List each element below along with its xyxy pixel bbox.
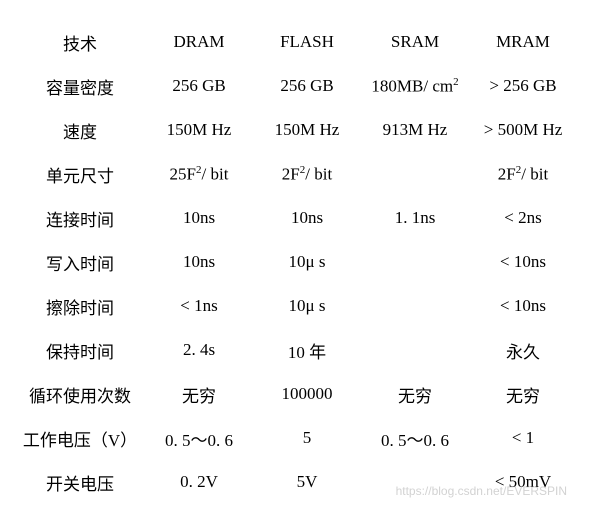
cell-mram: < 1 bbox=[469, 416, 577, 460]
cell-sram bbox=[361, 240, 469, 284]
row-label: 连接时间 bbox=[15, 196, 145, 240]
cell-sram bbox=[361, 284, 469, 328]
cell-dram: < 1ns bbox=[145, 284, 253, 328]
cell-dram: 150M Hz bbox=[145, 108, 253, 152]
cell-dram: 256 GB bbox=[145, 64, 253, 108]
table-row: 工作电压（V） 0. 5～0. 6 5 0. 5～0. 6 < 1 bbox=[15, 416, 577, 460]
row-label: 保持时间 bbox=[15, 328, 145, 372]
row-label: 写入时间 bbox=[15, 240, 145, 284]
cell-mram: < 10ns bbox=[469, 284, 577, 328]
watermark-text: https://blog.csdn.net/EVERSPIN bbox=[396, 484, 567, 498]
cell-mram: < 10ns bbox=[469, 240, 577, 284]
table-row: 写入时间 10ns 10μ s < 10ns bbox=[15, 240, 577, 284]
table-row: 速度 150M Hz 150M Hz 913M Hz > 500M Hz bbox=[15, 108, 577, 152]
row-label: 工作电压（V） bbox=[15, 416, 145, 460]
table-row: 连接时间 10ns 10ns 1. 1ns < 2ns bbox=[15, 196, 577, 240]
cell-mram: < 2ns bbox=[469, 196, 577, 240]
cell-flash: 5V bbox=[253, 460, 361, 504]
cell-flash: 10 年 bbox=[253, 328, 361, 372]
cell-flash: FLASH bbox=[253, 20, 361, 64]
cell-dram: 0. 5～0. 6 bbox=[145, 416, 253, 460]
cell-sram: SRAM bbox=[361, 20, 469, 64]
cell-flash: 100000 bbox=[253, 372, 361, 416]
cell-dram: 10ns bbox=[145, 196, 253, 240]
row-label: 速度 bbox=[15, 108, 145, 152]
cell-dram: 10ns bbox=[145, 240, 253, 284]
cell-flash: 2F2/ bit bbox=[253, 152, 361, 196]
cell-sram bbox=[361, 152, 469, 196]
cell-sram: 1. 1ns bbox=[361, 196, 469, 240]
cell-sram: 913M Hz bbox=[361, 108, 469, 152]
cell-flash: 150M Hz bbox=[253, 108, 361, 152]
cell-sram: 无穷 bbox=[361, 372, 469, 416]
cell-sram: 0. 5～0. 6 bbox=[361, 416, 469, 460]
cell-mram: > 500M Hz bbox=[469, 108, 577, 152]
cell-flash: 5 bbox=[253, 416, 361, 460]
cell-dram: 无穷 bbox=[145, 372, 253, 416]
row-label: 容量密度 bbox=[15, 64, 145, 108]
cell-flash: 256 GB bbox=[253, 64, 361, 108]
row-label: 开关电压 bbox=[15, 460, 145, 504]
table-row: 擦除时间 < 1ns 10μ s < 10ns bbox=[15, 284, 577, 328]
cell-mram: 2F2/ bit bbox=[469, 152, 577, 196]
table-row: 技术 DRAM FLASH SRAM MRAM bbox=[15, 20, 577, 64]
row-label: 单元尺寸 bbox=[15, 152, 145, 196]
table-row: 循环使用次数 无穷 100000 无穷 无穷 bbox=[15, 372, 577, 416]
cell-dram: 25F2/ bit bbox=[145, 152, 253, 196]
cell-mram: 无穷 bbox=[469, 372, 577, 416]
table-row: 保持时间 2. 4s 10 年 永久 bbox=[15, 328, 577, 372]
cell-flash: 10μ s bbox=[253, 240, 361, 284]
table-row: 容量密度 256 GB 256 GB 180MB/ cm2 > 256 GB bbox=[15, 64, 577, 108]
cell-mram: MRAM bbox=[469, 20, 577, 64]
row-label: 技术 bbox=[15, 20, 145, 64]
cell-mram: 永久 bbox=[469, 328, 577, 372]
cell-dram: 0. 2V bbox=[145, 460, 253, 504]
cell-dram: DRAM bbox=[145, 20, 253, 64]
cell-sram: 180MB/ cm2 bbox=[361, 64, 469, 108]
cell-mram: > 256 GB bbox=[469, 64, 577, 108]
cell-sram bbox=[361, 328, 469, 372]
row-label: 循环使用次数 bbox=[15, 372, 145, 416]
table-row: 单元尺寸 25F2/ bit 2F2/ bit 2F2/ bit bbox=[15, 152, 577, 196]
row-label: 擦除时间 bbox=[15, 284, 145, 328]
memory-comparison-table: 技术 DRAM FLASH SRAM MRAM 容量密度 256 GB 256 … bbox=[15, 20, 577, 504]
cell-flash: 10ns bbox=[253, 196, 361, 240]
cell-dram: 2. 4s bbox=[145, 328, 253, 372]
cell-flash: 10μ s bbox=[253, 284, 361, 328]
